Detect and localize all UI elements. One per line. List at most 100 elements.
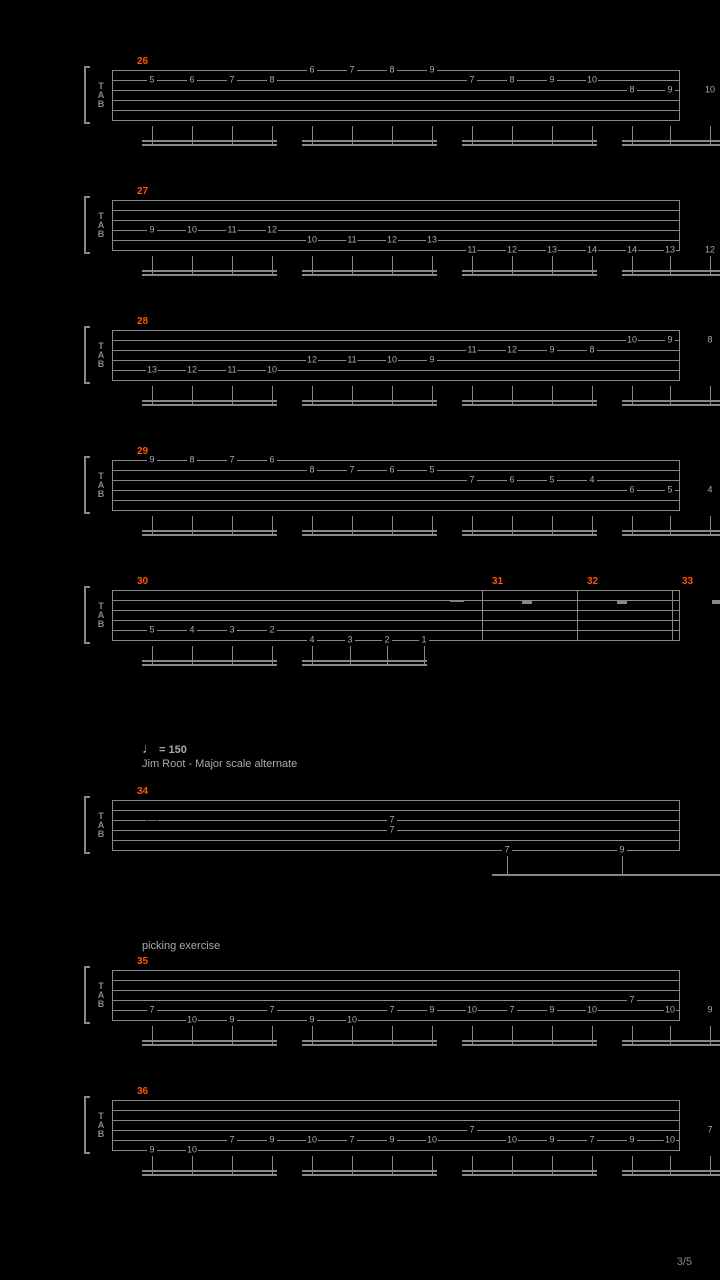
- tab-clef: TAB: [94, 970, 108, 1020]
- beam-group: [142, 386, 277, 406]
- fret-number: 7: [467, 76, 477, 85]
- fret-number: 9: [387, 1136, 397, 1145]
- fret-number: 7: [502, 846, 512, 855]
- fret-number: 10: [466, 1006, 478, 1015]
- section-title: picking exercise: [142, 940, 220, 952]
- staff: 54324321—: [112, 590, 680, 640]
- string-line: [112, 1100, 680, 1101]
- fret-number: 10: [506, 1136, 518, 1145]
- fret-number: 9: [547, 1136, 557, 1145]
- fret-number: 14: [626, 246, 638, 255]
- beam: [462, 1174, 597, 1176]
- fret-number: 10: [186, 1146, 198, 1155]
- fret-number: 4: [187, 626, 197, 635]
- fret-number: 6: [387, 466, 397, 475]
- beam: [142, 144, 277, 146]
- measure-number: 26: [137, 56, 148, 67]
- beam: [142, 1044, 277, 1046]
- system-bracket: [84, 1096, 90, 1154]
- barline: [577, 590, 578, 640]
- fret-number: 10: [186, 226, 198, 235]
- string-line: [112, 630, 680, 631]
- staff: 710979107910791071097: [112, 970, 680, 1020]
- fret-number: 10: [664, 1136, 676, 1145]
- fret-number: 9: [147, 456, 157, 465]
- beam: [142, 1174, 277, 1176]
- measure-number: 28: [137, 316, 148, 327]
- string-line: [112, 100, 680, 101]
- system-bracket: [84, 966, 90, 1024]
- fret-number: 8: [507, 76, 517, 85]
- system-bracket: [84, 196, 90, 254]
- fret-number: 1: [419, 636, 429, 645]
- fret-number: 7: [347, 1136, 357, 1145]
- tab-measure: 34TAB—777910♩ = 150Jim Root - Major scal…: [112, 800, 680, 850]
- fret-number: 9: [665, 336, 675, 345]
- beam: [462, 1044, 597, 1046]
- tab-clef: TAB: [94, 590, 108, 640]
- barline: [482, 590, 483, 640]
- tab-measure: 28TAB13121110121110911129810987: [112, 330, 680, 380]
- system-bracket: [84, 326, 90, 384]
- fret-number: 9: [427, 66, 437, 75]
- fret-number: 9: [617, 846, 627, 855]
- staff: 5678678978910891011: [112, 70, 680, 120]
- tab-clef: TAB: [94, 70, 108, 120]
- barline: [112, 330, 113, 380]
- rest: —: [450, 592, 464, 608]
- fret-number: 8: [307, 466, 317, 475]
- whole-rest: [617, 600, 627, 604]
- beam-group: [462, 1026, 597, 1046]
- fret-number: 7: [507, 1006, 517, 1015]
- fret-number: 7: [627, 996, 637, 1005]
- fret-number: 10: [306, 236, 318, 245]
- tab-clef: TAB: [94, 1100, 108, 1150]
- fret-number: 7: [587, 1136, 597, 1145]
- beam: [302, 140, 437, 142]
- beam-group: [142, 256, 277, 276]
- string-line: [112, 620, 680, 621]
- fret-number: 7: [387, 826, 397, 835]
- barline: [679, 70, 680, 120]
- fret-number: 5: [147, 626, 157, 635]
- string-line: [112, 590, 680, 591]
- fret-number: 12: [186, 366, 198, 375]
- beam: [622, 270, 720, 272]
- string-line: [112, 210, 680, 211]
- beam: [622, 274, 720, 276]
- string-line: [112, 1110, 680, 1111]
- tab-measure: 26TAB5678678978910891011: [112, 70, 680, 120]
- fret-number: 9: [227, 1016, 237, 1025]
- beam: [622, 1044, 720, 1046]
- beam: [302, 404, 437, 406]
- beam-group: [492, 856, 720, 876]
- beam: [462, 404, 597, 406]
- fret-number: 10: [346, 1016, 358, 1025]
- beam: [462, 530, 597, 532]
- barline: [672, 590, 673, 640]
- beam: [462, 274, 597, 276]
- fret-number: 4: [587, 476, 597, 485]
- beam: [302, 534, 437, 536]
- tab-measure: 29TAB9876876576546543: [112, 460, 680, 510]
- string-line: [112, 840, 680, 841]
- stem: [507, 856, 508, 874]
- barline: [112, 590, 113, 640]
- tab-clef: TAB: [94, 200, 108, 250]
- fret-number: 6: [187, 76, 197, 85]
- beam: [302, 144, 437, 146]
- tab-measure: 35TAB710979107910791071097picking exerci…: [112, 970, 680, 1020]
- fret-number: 11: [226, 366, 237, 375]
- fret-number: 7: [705, 1126, 715, 1135]
- barline: [679, 970, 680, 1020]
- fret-number: 14: [586, 246, 598, 255]
- fret-number: 6: [307, 66, 317, 75]
- fret-number: 7: [347, 66, 357, 75]
- beam: [142, 400, 277, 402]
- fret-number: 2: [267, 626, 277, 635]
- measure-number: 27: [137, 186, 148, 197]
- fret-number: 9: [147, 226, 157, 235]
- fret-number: 10: [306, 1136, 318, 1145]
- fret-number: 8: [387, 66, 397, 75]
- beam-group: [622, 1026, 720, 1046]
